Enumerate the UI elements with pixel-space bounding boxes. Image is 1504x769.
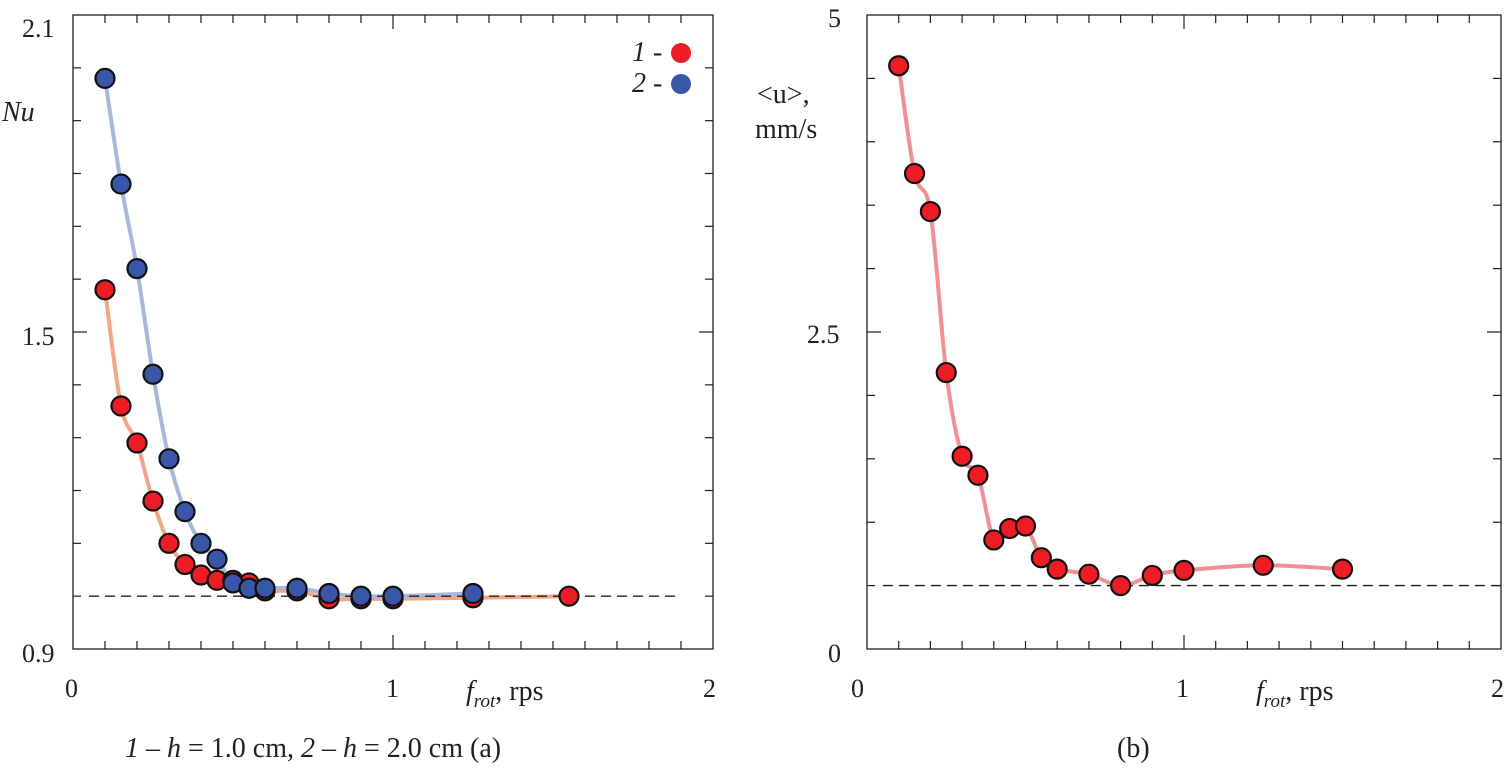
legend-item-1-num: 1 (632, 37, 646, 68)
a-data-point (174, 553, 196, 576)
legend-item-1-dash: - (646, 37, 662, 68)
a-data-point (558, 585, 580, 607)
a-data-point (286, 577, 308, 599)
b-x-axis-label: frot, rps (1256, 676, 1333, 712)
b-data-point (1252, 554, 1274, 576)
legend-item-1-marker (671, 43, 691, 63)
a-data-point (94, 67, 116, 90)
a-data-point (110, 173, 132, 195)
a-caption-h2: h (343, 733, 357, 764)
a-caption: 1 – h = 1.0 cm, 2 – h = 2.0 cm (a) (125, 733, 501, 764)
panel-a-fit-curves (103, 76, 571, 602)
b-data-point (1046, 558, 1068, 580)
legend-item-2-marker (671, 74, 691, 94)
a-x-axis-label-unit: , rps (495, 676, 543, 707)
a-fit-curve-series-1 (103, 287, 571, 602)
a-data-point (126, 258, 148, 280)
a-data-point (382, 585, 404, 607)
a-y-tick-bottom: 0.9 (22, 639, 55, 668)
legend: 1 - 2 - (632, 37, 691, 99)
a-y-axis-label: Nu (1, 97, 35, 128)
a-data-point (158, 532, 180, 554)
legend-item-2-label: 2 - (632, 68, 662, 99)
panel-b-ticks (867, 15, 1501, 649)
panel-b: 5 2.5 0 0 1 2 <u>, mm/s frot, rps (b) (755, 4, 1504, 764)
b-y-tick-top: 5 (828, 4, 841, 33)
a-x-tick-1: 1 (386, 674, 399, 703)
a-caption-n2: 2 (301, 733, 315, 764)
b-y-tick-bottom: 0 (828, 639, 841, 668)
b-data-point (1109, 574, 1132, 597)
legend-item-2-num: 2 (632, 68, 646, 99)
a-x-axis-label-main: f (466, 676, 477, 707)
b-data-point (967, 464, 989, 486)
b-data-point (935, 361, 957, 384)
b-data-point (888, 55, 910, 77)
a-x-tick-0: 0 (65, 674, 78, 703)
a-data-point (190, 532, 212, 554)
b-data-point (1173, 559, 1195, 581)
a-caption-sep1: – (139, 733, 167, 764)
a-data-point (462, 582, 484, 605)
b-x-axis-label-unit: , rps (1285, 676, 1333, 707)
b-data-point (1078, 563, 1100, 585)
a-data-point (174, 501, 196, 523)
a-data-point (318, 582, 340, 605)
b-x-axis-label-sub: rot (1264, 691, 1286, 712)
a-data-point (254, 577, 276, 599)
a-x-tick-2: 2 (703, 674, 716, 703)
a-caption-sep2: – (315, 733, 343, 764)
b-y-axis-label-line1: <u>, (757, 79, 810, 110)
panel-b-fit-curve (896, 63, 1345, 588)
b-caption: (b) (1117, 733, 1150, 764)
a-data-point (126, 432, 148, 454)
a-data-point (142, 363, 164, 385)
a-data-point (158, 448, 180, 470)
a-y-tick-top: 2.1 (22, 14, 55, 43)
a-caption-h1: h (167, 733, 181, 764)
b-x-tick-0: 0 (851, 674, 864, 703)
legend-item-2-dash: - (646, 68, 662, 99)
b-data-point (919, 200, 942, 223)
a-x-axis-label: frot, rps (466, 676, 543, 712)
a-caption-v2: = 2.0 cm (a) (357, 733, 501, 764)
a-x-axis-label-sub: rot (474, 691, 496, 712)
b-fit-curve-series-<u> (896, 63, 1345, 588)
b-data-point (1014, 515, 1037, 537)
a-data-point (350, 585, 372, 607)
b-x-tick-1: 1 (1176, 674, 1189, 703)
b-x-tick-2: 2 (1491, 674, 1504, 703)
a-caption-v1: = 1.0 cm, (181, 733, 301, 764)
legend-item-1-label: 1 - (632, 37, 662, 68)
a-y-tick-mid: 1.5 (22, 322, 55, 351)
b-data-point (1141, 564, 1163, 587)
a-data-point (206, 548, 228, 570)
panel-b-frame (866, 14, 1502, 650)
b-data-point (1331, 558, 1354, 580)
panel-a-ticks (73, 15, 713, 649)
a-caption-n1: 1 (125, 733, 139, 764)
b-y-tick-mid: 2.5 (807, 320, 840, 349)
panel-a: 2.1 1.5 0.9 0 1 2 Nu frot, rps 1 - 2 - 1… (1, 14, 716, 764)
a-data-point (94, 279, 116, 301)
b-data-point (983, 529, 1005, 551)
b-data-point (951, 445, 973, 467)
b-data-point (903, 162, 926, 185)
b-data-point (1030, 547, 1052, 569)
b-x-axis-label-main: f (1256, 676, 1267, 707)
panel-a-points (94, 67, 580, 610)
a-data-point (142, 490, 164, 512)
panel-b-points (888, 55, 1354, 597)
a-data-point (110, 395, 132, 417)
b-y-axis-label-line2: mm/s (755, 114, 817, 145)
